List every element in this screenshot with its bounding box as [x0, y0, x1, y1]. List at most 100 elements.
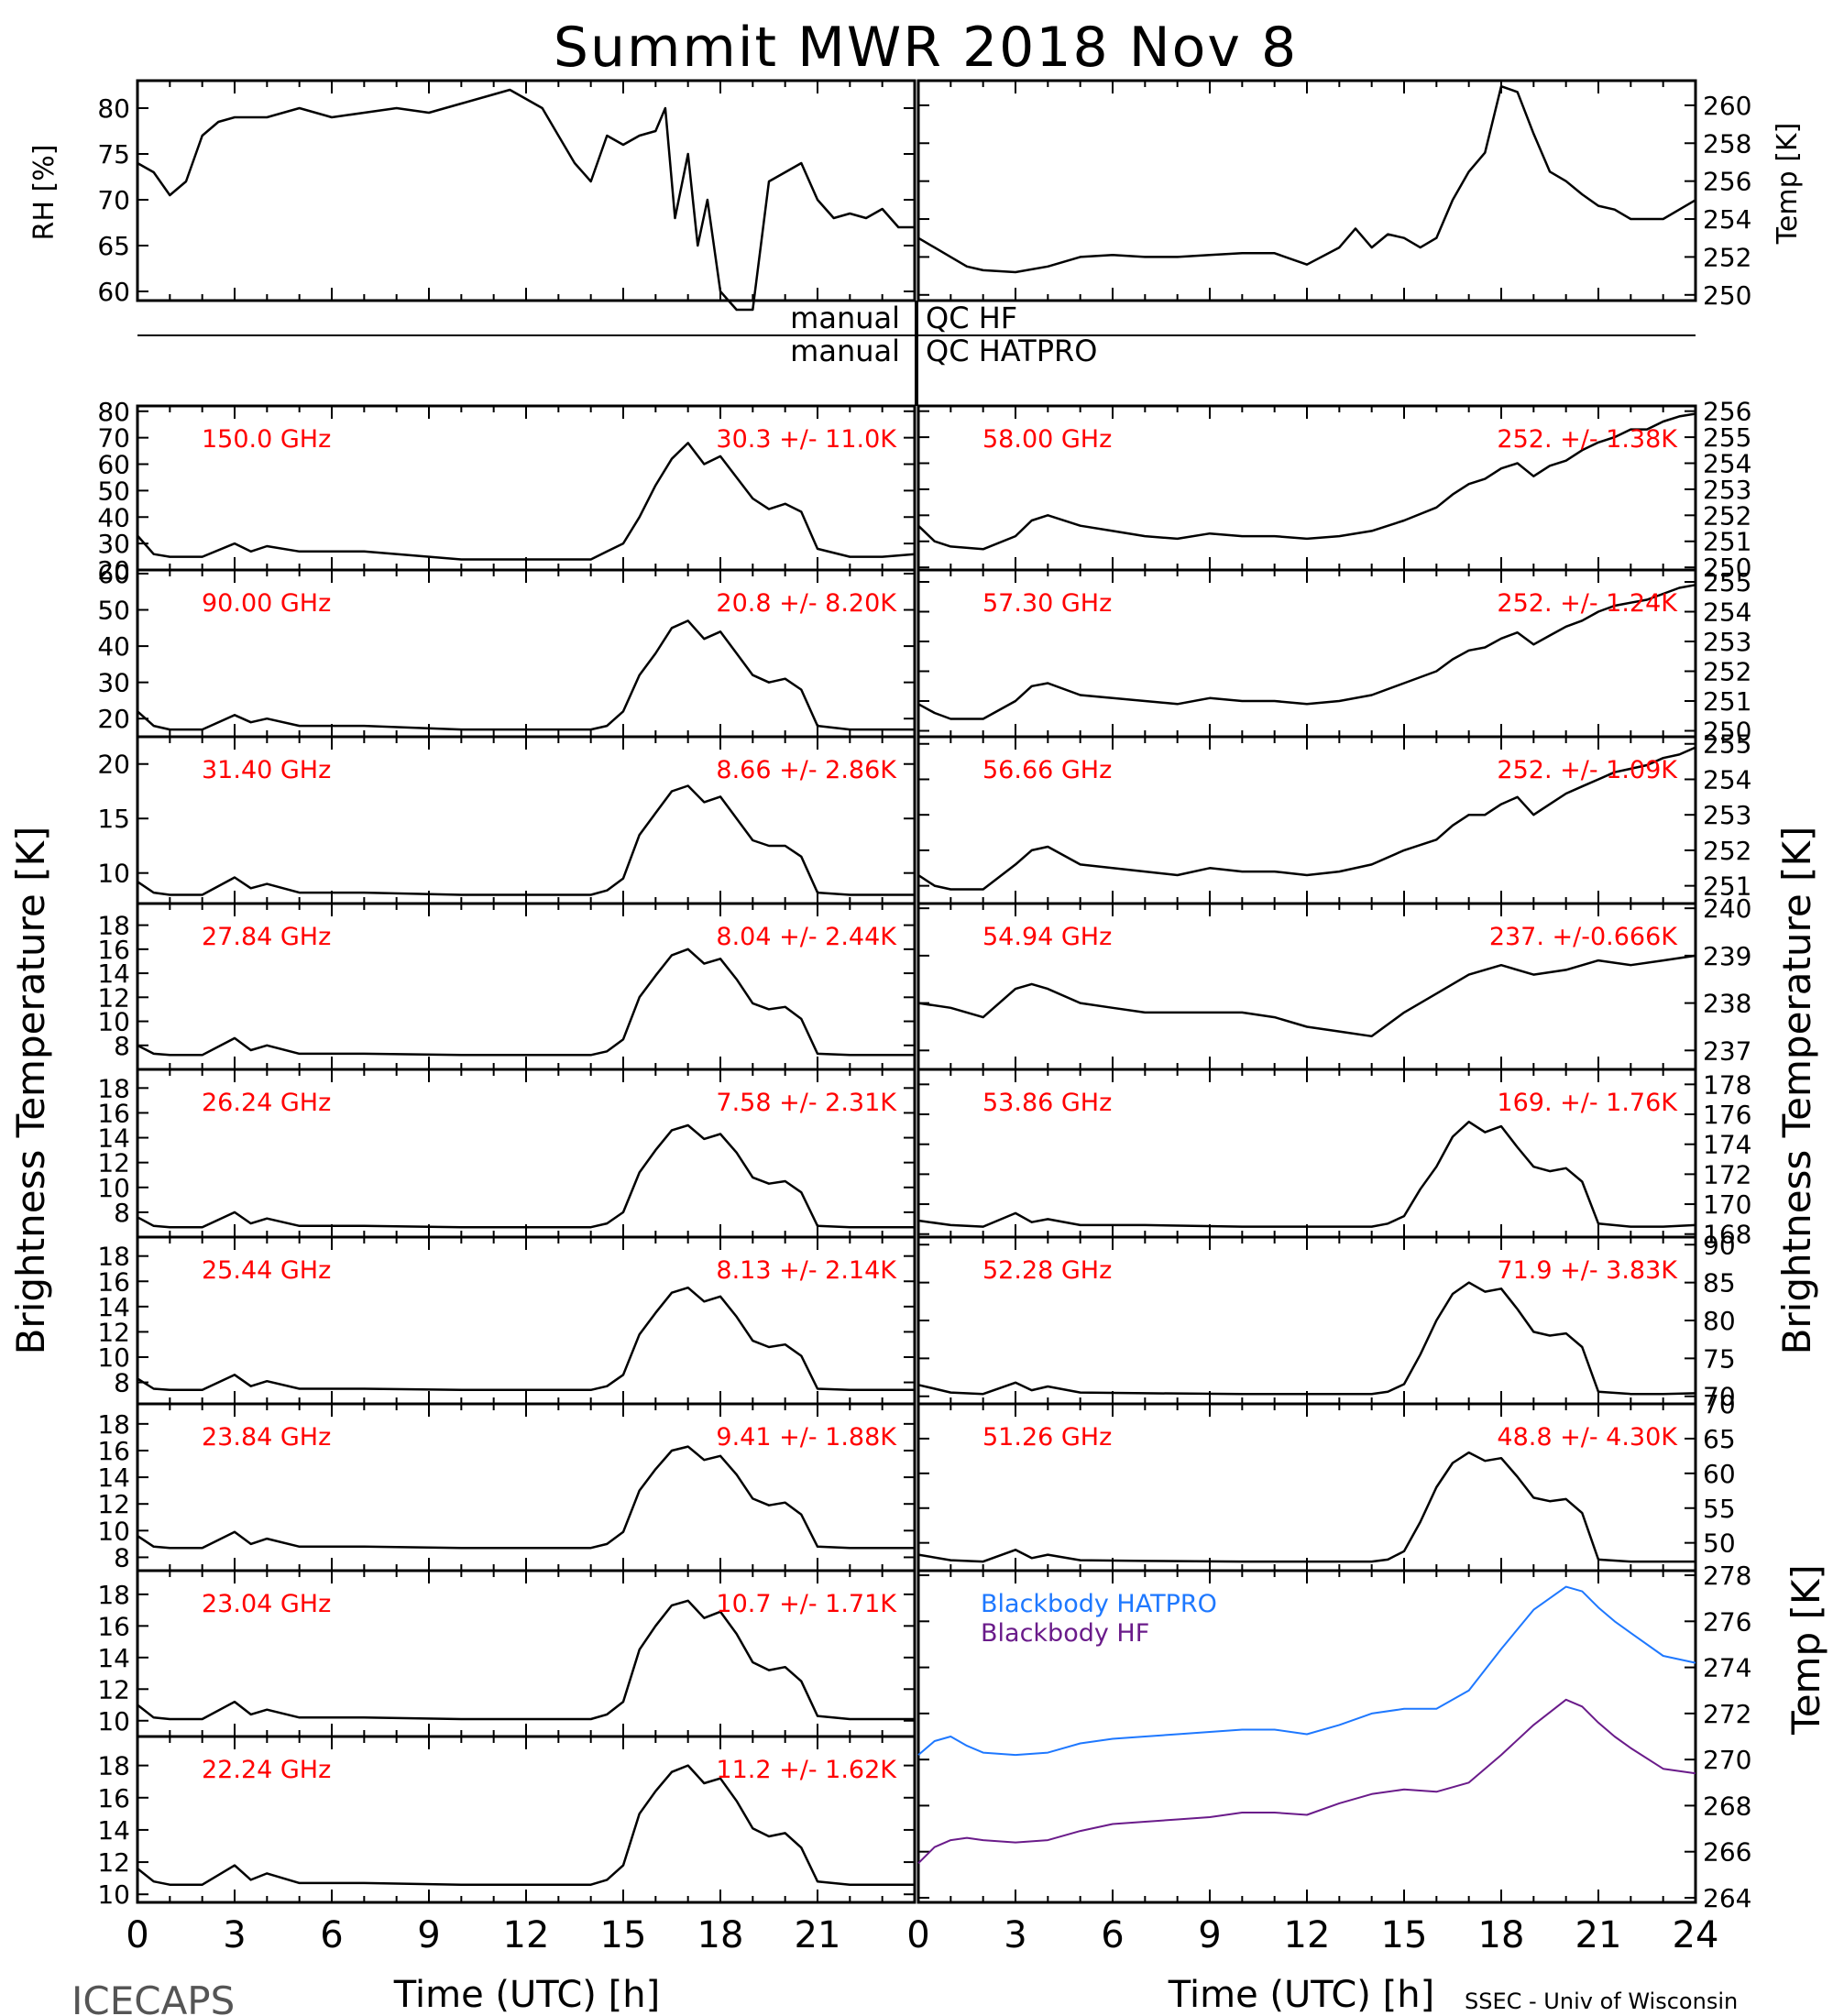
- y-tick-label: 12: [97, 982, 130, 1013]
- y-tick-label: 255: [1703, 729, 1751, 760]
- frequency-label: 56.66 GHz: [982, 756, 1112, 784]
- y-tick-label: 18: [97, 1242, 130, 1272]
- y-tick-label: 18: [97, 1073, 130, 1103]
- y-tick-label: 75: [97, 139, 130, 170]
- y-tick-label: 40: [97, 502, 130, 532]
- x-tick-label-left: 12: [503, 1914, 550, 1956]
- y-tick-label: 250: [1703, 280, 1751, 311]
- y-tick-label: 266: [1703, 1837, 1751, 1868]
- data-line: [917, 746, 1696, 891]
- y-tick-label: 168: [1703, 1220, 1751, 1250]
- y-tick-label: 10: [97, 1342, 130, 1373]
- y-tick-label: 18: [97, 1409, 130, 1440]
- y-tick-label: 8: [114, 1198, 130, 1228]
- y-tick-label: 90: [1703, 1230, 1736, 1260]
- stat-label: 10.7 +/- 1.71K: [716, 1590, 897, 1618]
- y-tick-label: 250: [1703, 717, 1751, 747]
- y-tick-label: 20: [97, 704, 130, 734]
- x-tick-label-right: 6: [1101, 1914, 1124, 1956]
- y-tick-label: 172: [1703, 1159, 1751, 1189]
- y-tick-label: 254: [1703, 204, 1751, 235]
- frequency-label: 53.86 GHz: [982, 1089, 1112, 1117]
- y-tick-label: 10: [97, 1007, 130, 1037]
- data-line: [137, 1764, 915, 1886]
- frequency-label: 90.00 GHz: [202, 589, 331, 618]
- temp-bottom-axis-label: Temp [K]: [1784, 1564, 1828, 1736]
- qc-hf-label: QC HF: [926, 301, 1017, 335]
- y-tick-label: 55: [1703, 1494, 1736, 1524]
- y-tick-label: 30: [97, 529, 130, 559]
- frequency-label: 23.04 GHz: [202, 1590, 331, 1618]
- y-tick-label: 252: [1703, 242, 1751, 272]
- y-tick-label: 258: [1703, 128, 1751, 159]
- frequency-label: 27.84 GHz: [202, 923, 331, 951]
- series-line-hatpro: [917, 1585, 1696, 1757]
- qc-hf-manual-label: manual: [790, 301, 900, 335]
- y-tick-label: 10: [97, 1879, 130, 1910]
- y-tick-label: 14: [97, 1123, 130, 1154]
- y-tick-label: 30: [97, 668, 130, 698]
- panel-bt-22.24: [136, 1735, 916, 1904]
- x-tick-label-right: 18: [1478, 1914, 1525, 1956]
- y-tick-label: 253: [1703, 475, 1751, 505]
- x-tick-label-left: 6: [320, 1914, 343, 1956]
- rh-axis-label: RH [%]: [28, 145, 60, 241]
- y-tick-label: 251: [1703, 686, 1751, 717]
- x-tick-label-left: 0: [126, 1914, 148, 1956]
- y-tick-label: 8: [114, 1542, 130, 1572]
- y-tick-label: 174: [1703, 1130, 1751, 1160]
- y-tick-label: 80: [97, 93, 130, 124]
- y-tick-label: 170: [1703, 1189, 1751, 1220]
- stat-label: 252. +/- 1.38K: [1497, 425, 1678, 454]
- legend-entry: Blackbody HATPRO: [981, 1590, 1217, 1618]
- y-tick-label: 70: [97, 185, 130, 215]
- data-line: [917, 84, 1696, 274]
- frequency-label: 54.94 GHz: [982, 923, 1112, 951]
- y-tick-label: 256: [1703, 167, 1751, 197]
- y-tick-label: 10: [97, 1173, 130, 1203]
- y-tick-label: 238: [1703, 989, 1751, 1019]
- y-tick-label: 65: [97, 231, 130, 261]
- frequency-label: 150.0 GHz: [202, 425, 331, 454]
- stat-label: 252. +/- 1.09K: [1497, 756, 1678, 784]
- y-tick-label: 80: [97, 397, 130, 427]
- y-tick-label: 260: [1703, 91, 1751, 121]
- x-axis-title-right: Time (UTC) [h]: [1168, 1974, 1434, 2016]
- y-tick-label: 251: [1703, 871, 1751, 902]
- frequency-label: 22.24 GHz: [202, 1756, 331, 1784]
- legend-entry: Blackbody HF: [981, 1619, 1149, 1648]
- stat-label: 71.9 +/- 3.83K: [1497, 1256, 1678, 1285]
- y-tick-label: 50: [97, 596, 130, 626]
- stat-label: 11.2 +/- 1.62K: [716, 1756, 897, 1784]
- stat-label: 20.8 +/- 8.20K: [716, 589, 897, 618]
- y-tick-label: 12: [97, 1148, 130, 1178]
- left-bt-axis-label: Brightness Temperature [K]: [8, 827, 53, 1355]
- y-tick-label: 252: [1703, 657, 1751, 687]
- footer-right: SSEC - Univ of Wisconsin: [1465, 1989, 1738, 2014]
- data-line: [917, 954, 1696, 1038]
- x-tick-label-left: 15: [600, 1914, 647, 1956]
- y-tick-label: 278: [1703, 1561, 1751, 1591]
- y-tick-label: 274: [1703, 1653, 1751, 1683]
- stat-label: 169. +/- 1.76K: [1497, 1089, 1678, 1117]
- stat-label: 237. +/-0.666K: [1489, 923, 1678, 951]
- y-tick-label: 256: [1703, 397, 1751, 427]
- y-tick-label: 10: [97, 1706, 130, 1737]
- y-tick-label: 176: [1703, 1100, 1751, 1130]
- y-tick-label: 80: [1703, 1306, 1736, 1336]
- y-tick-label: 251: [1703, 527, 1751, 557]
- y-tick-label: 239: [1703, 941, 1751, 971]
- y-tick-label: 60: [97, 559, 130, 589]
- y-tick-label: 255: [1703, 567, 1751, 597]
- y-tick-label: 14: [97, 1643, 130, 1673]
- x-tick-label-left: 21: [795, 1914, 841, 1956]
- y-tick-label: 14: [97, 1463, 130, 1493]
- x-tick-label-right: 24: [1673, 1914, 1719, 1956]
- y-tick-label: 12: [97, 1489, 130, 1519]
- y-tick-label: 70: [1703, 1389, 1736, 1419]
- y-tick-label: 254: [1703, 449, 1751, 479]
- data-line: [137, 1286, 915, 1392]
- frequency-label: 26.24 GHz: [202, 1089, 331, 1117]
- x-axis-title-left: Time (UTC) [h]: [393, 1974, 660, 2016]
